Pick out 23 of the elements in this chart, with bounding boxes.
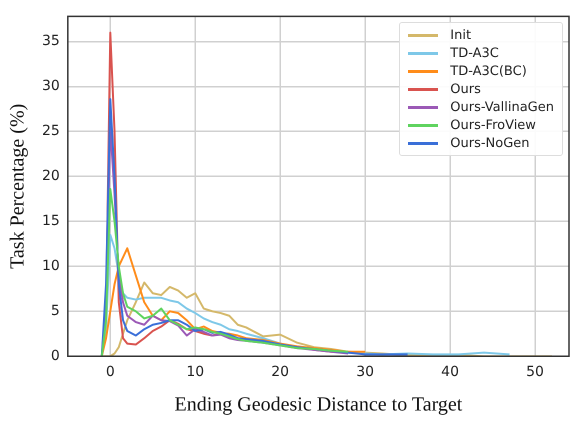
y-tick-label: 20	[42, 168, 60, 184]
legend-label: Init	[450, 28, 472, 43]
y-tick-label: 35	[42, 33, 60, 50]
legend-label: Ours	[450, 82, 481, 97]
y-tick-label: 10	[42, 258, 60, 274]
y-axis-title: Task Percentage (%)	[6, 104, 28, 269]
legend-label: TD-A3C	[450, 46, 499, 61]
legend-label: Ours-VallinaGen	[450, 100, 554, 115]
y-tick-label: 15	[42, 213, 60, 229]
x-tick-label: 10	[186, 364, 204, 380]
y-tick-label: 25	[42, 123, 60, 140]
y-tick-label: 30	[42, 78, 60, 94]
x-tick-label: 30	[356, 364, 374, 380]
y-tick-label: 5	[50, 302, 60, 319]
y-tick-label: 0	[50, 348, 60, 364]
x-tick-label: 0	[106, 364, 115, 380]
legend-label: TD-A3C(BC)	[450, 64, 527, 79]
legend-label: Ours-FroView	[450, 118, 536, 133]
x-tick-label: 20	[271, 364, 290, 380]
legend-label: Ours-NoGen	[450, 136, 530, 151]
x-tick-label: 50	[526, 364, 544, 380]
x-axis-title: Ending Geodesic Distance to Target	[174, 393, 463, 416]
x-tick-label: 40	[441, 364, 459, 380]
